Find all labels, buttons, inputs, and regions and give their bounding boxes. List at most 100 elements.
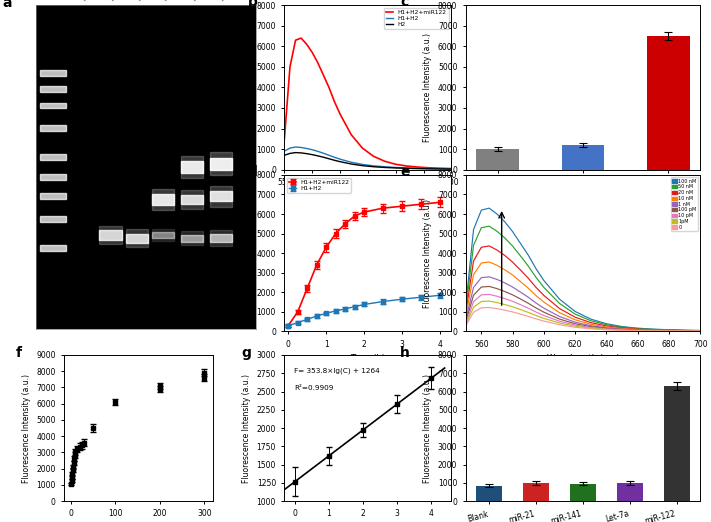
50 nM: [524, 263, 533, 269]
10 pM: [508, 298, 517, 304]
H1+H2: [336, 156, 344, 162]
10 pM: [524, 305, 533, 311]
Line: 50 nM: 50 nM: [466, 226, 700, 330]
0: [508, 309, 517, 315]
100 nM: [461, 303, 470, 309]
10 nM: [540, 299, 548, 305]
100 nM: [696, 327, 705, 334]
H1+H2+miR122: [402, 163, 411, 169]
20 nM: [485, 243, 493, 249]
1pM: [696, 328, 705, 334]
20 nM: [540, 292, 548, 299]
50 nM: [485, 223, 493, 229]
10 pM: [665, 328, 673, 334]
1 nM: [602, 325, 611, 331]
Bar: [210, 152, 232, 175]
100 nM: [501, 219, 509, 225]
10 nM: [696, 328, 705, 334]
100 pM: [501, 288, 509, 294]
Line: 100 nM: 100 nM: [466, 208, 700, 330]
100 pM: [571, 321, 579, 327]
Bar: [562, 145, 604, 170]
Bar: [210, 191, 232, 201]
10 pM: [649, 328, 658, 334]
Text: 80 bp: 80 bp: [15, 174, 29, 179]
50 nM: [532, 275, 540, 281]
Line: 1 nM: 1 nM: [466, 277, 700, 331]
Line: 100 pM: 100 pM: [466, 287, 700, 331]
H1+H2: [414, 165, 422, 171]
10 nM: [665, 327, 673, 334]
Y-axis label: Fluorescence Intensity (a.u.): Fluorescence Intensity (a.u.): [21, 374, 31, 482]
10 nM: [618, 325, 626, 331]
Bar: [100, 231, 122, 240]
100 nM: [485, 205, 493, 211]
Bar: [152, 189, 174, 210]
1 nM: [461, 317, 470, 323]
10 pM: [461, 321, 470, 327]
100 nM: [587, 316, 595, 322]
1 nM: [571, 319, 579, 325]
Text: 60 bp: 60 bp: [15, 194, 29, 199]
1 nM: [618, 326, 626, 333]
1pM: [587, 325, 595, 331]
100 pM: [634, 327, 642, 334]
Bar: [181, 231, 203, 245]
Bar: [152, 229, 174, 242]
50 nM: [501, 235, 509, 241]
Y-axis label: Fluorescence Intensity (a.u.): Fluorescence Intensity (a.u.): [423, 199, 432, 307]
1pM: [555, 320, 564, 326]
0: [634, 328, 642, 334]
H2: [347, 161, 356, 167]
H1+H2: [308, 147, 316, 153]
Line: 1pM: 1pM: [466, 301, 700, 331]
50 nM: [618, 324, 626, 330]
10 pM: [634, 327, 642, 334]
Legend: H1+H2+miR122, H1+H2: H1+H2+miR122, H1+H2: [287, 178, 351, 193]
Text: 400 bp: 400 bp: [12, 87, 29, 92]
Text: 100 bp: 100 bp: [12, 155, 29, 160]
1 nM: [485, 274, 493, 280]
20 nM: [461, 311, 470, 317]
1 nM: [532, 300, 540, 306]
10 pM: [680, 328, 689, 334]
Text: F= 353.8×lg(C) + 1264: F= 353.8×lg(C) + 1264: [294, 367, 380, 374]
Y-axis label: Fluorescence Intensity (a.u.): Fluorescence Intensity (a.u.): [242, 374, 251, 482]
10 pM: [555, 318, 564, 324]
Text: H1+H2: H1+H2: [192, 0, 207, 2]
0: [461, 323, 470, 329]
Text: a: a: [3, 0, 12, 9]
Bar: [181, 161, 203, 173]
H2: [414, 165, 422, 172]
20 nM: [696, 328, 705, 334]
50 nM: [649, 326, 658, 333]
10 nM: [516, 278, 525, 284]
1 nM: [555, 313, 564, 319]
1pM: [532, 313, 540, 319]
0: [571, 324, 579, 330]
X-axis label: Time (h): Time (h): [351, 354, 385, 363]
Bar: [664, 386, 690, 501]
10 nM: [501, 267, 509, 273]
1pM: [571, 323, 579, 329]
H2: [286, 150, 294, 157]
10 nM: [524, 285, 533, 291]
100 nM: [634, 325, 642, 331]
H2: [447, 166, 456, 172]
20 nM: [602, 323, 611, 329]
0: [532, 316, 540, 322]
100 nM: [532, 266, 540, 272]
Text: e: e: [400, 165, 410, 180]
10 pM: [571, 322, 579, 328]
H1+H2+miR122: [297, 35, 306, 41]
100 pM: [665, 328, 673, 334]
100 pM: [587, 324, 595, 330]
10 pM: [602, 326, 611, 332]
10 pM: [587, 324, 595, 330]
Bar: [210, 230, 232, 246]
100 nM: [618, 324, 626, 330]
20 nM: [477, 244, 486, 251]
H1+H2+miR122: [414, 164, 422, 170]
100 nM: [469, 227, 478, 233]
H1+H2: [325, 152, 333, 158]
